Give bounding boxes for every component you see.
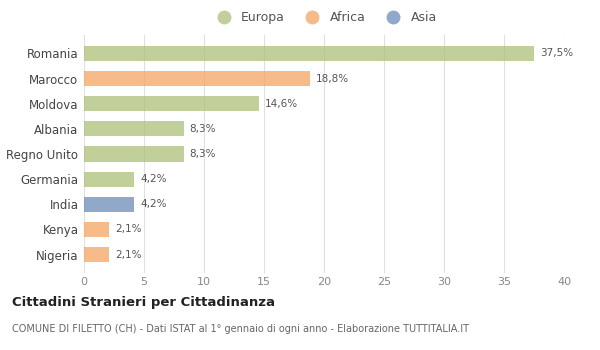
- Text: 8,3%: 8,3%: [190, 149, 216, 159]
- Text: Cittadini Stranieri per Cittadinanza: Cittadini Stranieri per Cittadinanza: [12, 296, 275, 309]
- Text: 2,1%: 2,1%: [115, 250, 142, 260]
- Text: COMUNE DI FILETTO (CH) - Dati ISTAT al 1° gennaio di ogni anno - Elaborazione TU: COMUNE DI FILETTO (CH) - Dati ISTAT al 1…: [12, 324, 469, 334]
- Bar: [84, 121, 184, 136]
- Bar: [84, 197, 134, 212]
- Bar: [84, 172, 134, 187]
- Text: 2,1%: 2,1%: [115, 224, 142, 234]
- Text: 8,3%: 8,3%: [190, 124, 216, 134]
- Text: 18,8%: 18,8%: [316, 74, 349, 84]
- Bar: [84, 146, 184, 162]
- Text: 37,5%: 37,5%: [540, 48, 573, 58]
- Text: 4,2%: 4,2%: [140, 174, 167, 184]
- Bar: [84, 46, 534, 61]
- Bar: [84, 96, 259, 111]
- Legend: Europa, Africa, Asia: Europa, Africa, Asia: [211, 11, 437, 24]
- Bar: [84, 71, 310, 86]
- Bar: [84, 247, 109, 262]
- Text: 14,6%: 14,6%: [265, 99, 298, 109]
- Bar: [84, 222, 109, 237]
- Text: 4,2%: 4,2%: [140, 199, 167, 209]
